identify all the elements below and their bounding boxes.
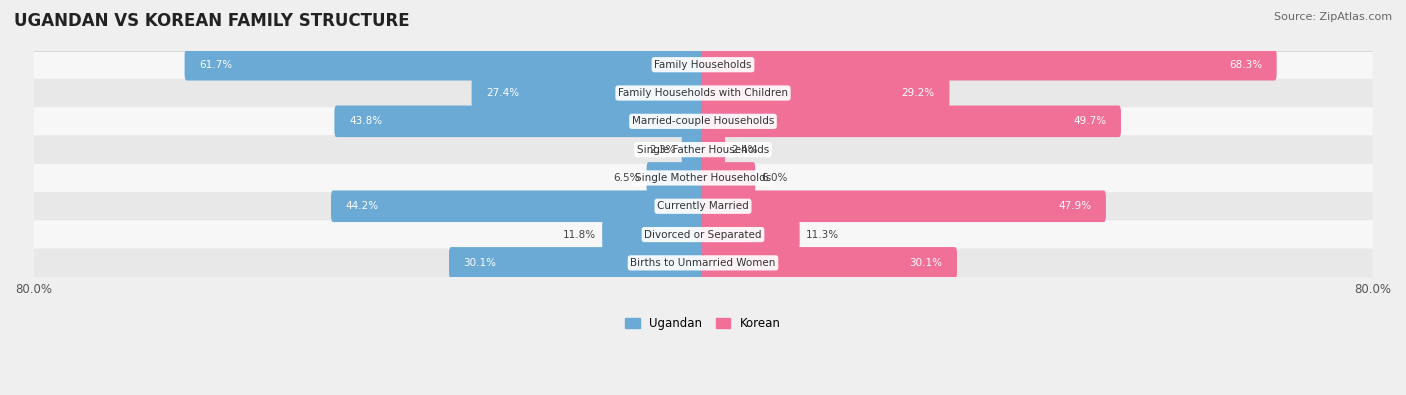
FancyBboxPatch shape [682,134,704,166]
FancyBboxPatch shape [34,192,1372,220]
Text: 11.3%: 11.3% [806,229,839,240]
Text: 27.4%: 27.4% [486,88,519,98]
Text: 30.1%: 30.1% [464,258,496,268]
Text: Family Households with Children: Family Households with Children [619,88,787,98]
FancyBboxPatch shape [449,247,704,279]
FancyBboxPatch shape [602,219,704,250]
Text: Single Father Households: Single Father Households [637,145,769,154]
Text: 2.4%: 2.4% [731,145,758,154]
FancyBboxPatch shape [34,164,1372,192]
FancyBboxPatch shape [702,134,725,166]
FancyBboxPatch shape [34,107,1372,135]
Text: 11.8%: 11.8% [562,229,596,240]
Text: Family Households: Family Households [654,60,752,70]
Text: 47.9%: 47.9% [1059,201,1091,211]
Text: Married-couple Households: Married-couple Households [631,117,775,126]
Text: 6.5%: 6.5% [614,173,640,183]
FancyBboxPatch shape [702,105,1121,137]
FancyBboxPatch shape [34,249,1372,277]
FancyBboxPatch shape [34,135,1372,164]
FancyBboxPatch shape [34,220,1372,249]
Text: 30.1%: 30.1% [910,258,942,268]
FancyBboxPatch shape [184,49,704,81]
Text: Single Mother Households: Single Mother Households [636,173,770,183]
Text: Currently Married: Currently Married [657,201,749,211]
Text: Births to Unmarried Women: Births to Unmarried Women [630,258,776,268]
Text: 49.7%: 49.7% [1073,117,1107,126]
Text: 61.7%: 61.7% [200,60,232,70]
Text: UGANDAN VS KOREAN FAMILY STRUCTURE: UGANDAN VS KOREAN FAMILY STRUCTURE [14,12,409,30]
Text: 43.8%: 43.8% [349,117,382,126]
FancyBboxPatch shape [702,77,949,109]
FancyBboxPatch shape [335,105,704,137]
Text: Source: ZipAtlas.com: Source: ZipAtlas.com [1274,12,1392,22]
Text: 2.3%: 2.3% [650,145,675,154]
FancyBboxPatch shape [34,79,1372,107]
FancyBboxPatch shape [471,77,704,109]
FancyBboxPatch shape [647,162,704,194]
FancyBboxPatch shape [330,190,704,222]
FancyBboxPatch shape [702,247,957,279]
FancyBboxPatch shape [702,219,800,250]
FancyBboxPatch shape [702,162,755,194]
FancyBboxPatch shape [34,51,1372,79]
FancyBboxPatch shape [702,49,1277,81]
Text: Divorced or Separated: Divorced or Separated [644,229,762,240]
Text: 6.0%: 6.0% [762,173,787,183]
Legend: Ugandan, Korean: Ugandan, Korean [620,312,786,335]
Text: 68.3%: 68.3% [1229,60,1263,70]
Text: 29.2%: 29.2% [901,88,935,98]
Text: 44.2%: 44.2% [346,201,378,211]
FancyBboxPatch shape [702,190,1107,222]
